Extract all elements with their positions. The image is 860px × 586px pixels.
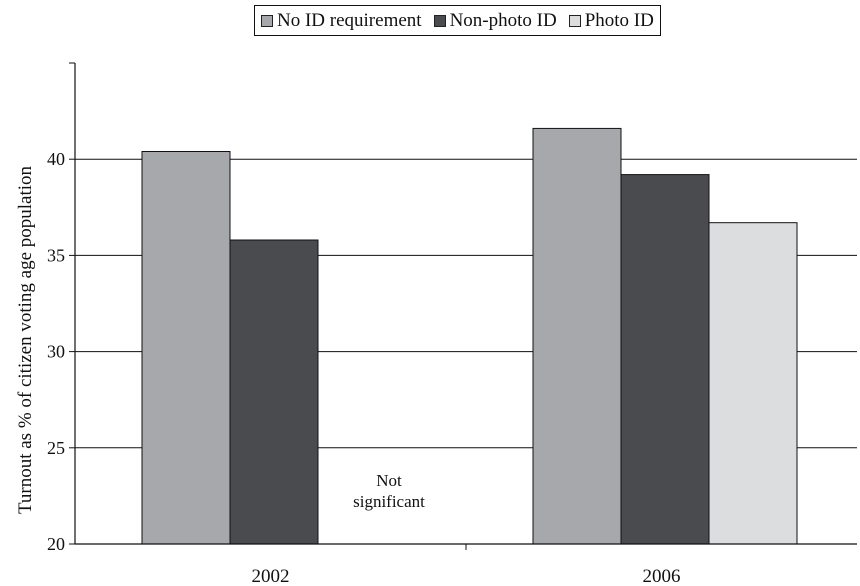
y-tick-label: 30 [47, 342, 65, 362]
bar [708, 222, 798, 545]
annotation-line-1: Not [376, 471, 402, 490]
bar [620, 174, 710, 545]
legend-label-non-photo-id: Non-photo ID [449, 9, 557, 31]
bar [229, 239, 319, 545]
y-tick-label: 40 [47, 149, 65, 169]
legend-label-photo-id: Photo ID [584, 9, 654, 31]
legend-swatch-non-photo-id [433, 14, 446, 27]
legend-item-non-photo-id: Non-photo ID [433, 9, 557, 32]
legend: No ID requirement Non-photo ID Photo ID [254, 5, 661, 36]
legend-item-no-id: No ID requirement [261, 10, 422, 32]
bar [532, 127, 622, 545]
legend-label-no-id: No ID requirement [277, 9, 422, 31]
legend-swatch-no-id [261, 14, 273, 27]
x-tick-label: 2002 [252, 566, 290, 586]
y-tick-label: 20 [47, 534, 65, 554]
x-tick-label: 2006 [643, 566, 681, 586]
annotation-line-2: significant [353, 492, 425, 511]
y-tick-label: 25 [47, 438, 65, 458]
legend-item-photo-id: Photo ID [568, 9, 654, 32]
bar [141, 151, 231, 545]
legend-swatch-photo-id [568, 14, 581, 27]
not-significant-annotation: Not significant [334, 470, 444, 512]
y-tick-label: 35 [47, 245, 65, 265]
y-axis-title: Turnout as % of citizen voting age popul… [15, 165, 36, 515]
